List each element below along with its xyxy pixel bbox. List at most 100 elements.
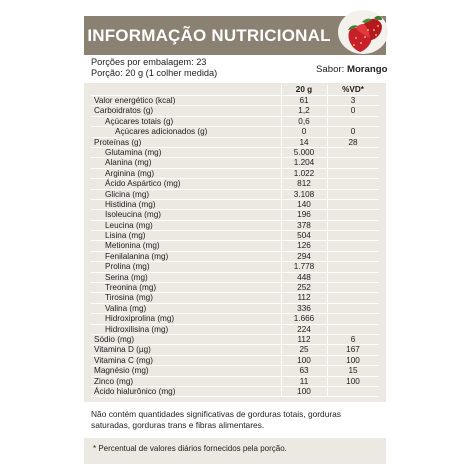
nutrient-amount: 14	[299, 137, 309, 147]
servings-per-package: Porções por embalagem: 23	[91, 57, 207, 67]
table-row: Leucina (mg) 378	[91, 220, 379, 232]
nutrient-amount: 1.778	[293, 262, 315, 272]
table-row: Ácido hialurônico (mg) 100	[91, 386, 379, 398]
nutrient-name: Hidroxiprolina (mg)	[105, 314, 175, 324]
nutrient-name: Proteínas (g)	[94, 137, 142, 147]
nutrient-amount: 3.108	[293, 189, 315, 199]
nutrient-name: Magnésio (mg)	[94, 366, 149, 376]
table-row: Tirosina (mg) 112	[91, 293, 379, 304]
nutrient-amount: 0	[301, 127, 307, 137]
nutrient-name: Carboidratos (g)	[94, 106, 154, 116]
nutrient-name: Metionina (mg)	[105, 241, 160, 251]
nutrition-table: 20 g %VD* Valor energético (kcal) 61 3 Carb…	[91, 85, 379, 398]
table-row: Prolina (mg) 1.778	[91, 262, 379, 273]
table-row: Metionina (mg) 126	[91, 241, 379, 252]
nutrient-name: Treonina (mg)	[105, 283, 157, 293]
table-row: Sódio (mg) 112 6	[91, 334, 379, 346]
nutrient-amount: 1.022	[293, 168, 315, 178]
table-row: Proteínas (g) 14 28	[91, 138, 379, 148]
header-daily-value: %VD*	[342, 85, 364, 94]
table-row: Valor energético (kcal) 61 3	[91, 96, 379, 107]
table-row: Fenilalanina (mg) 294	[91, 251, 379, 263]
nutrient-amount: 5.000	[293, 147, 315, 157]
table-row: Serina (mg) 448	[91, 272, 379, 284]
table-row: Carboidratos (g) 1,2 0	[91, 106, 379, 117]
table-header-row: 20 g %VD*	[91, 85, 379, 96]
table-row: Lisina (mg) 504	[91, 231, 379, 242]
strawberry-icon	[338, 10, 388, 54]
nutrient-name: Valina (mg)	[105, 303, 147, 313]
nutrient-name: Fenilalanina (mg)	[105, 251, 169, 261]
nutrient-daily-value: 100	[346, 355, 360, 365]
nutrient-daily-value: 167	[346, 345, 360, 355]
nutrient-amount: 1,2	[298, 106, 310, 116]
nutrient-amount: 112	[297, 293, 311, 303]
nutrient-amount: 100	[297, 386, 311, 396]
nutrient-amount: 252	[297, 283, 311, 293]
nutrient-daily-value: 15	[348, 366, 358, 376]
nutrient-name: Sódio (mg)	[94, 334, 135, 344]
table-row: Hidroxiprolina (mg) 1.666	[91, 314, 379, 325]
table-row: Vitamina C (mg) 100 100	[91, 355, 379, 367]
nutrient-amount: 140	[297, 199, 311, 209]
nutrient-daily-value: 0	[350, 127, 356, 137]
table-row: Açúcares adicionados (g) 0 0	[91, 127, 379, 138]
footnote-background	[84, 438, 386, 464]
table-row: Ácido Aspártico (mg) 812	[91, 179, 379, 190]
flavor-label: Sabor:	[316, 64, 345, 75]
table-row: Vitamina D (µg) 25 167	[91, 345, 379, 356]
table-row: Isoleucina (mg) 196	[91, 210, 379, 221]
nutrient-name: Isoleucina (mg)	[105, 210, 161, 220]
nutrient-amount: 11	[299, 376, 309, 386]
nutrient-amount: 504	[297, 231, 311, 241]
table-row: Açúcares totais (g) 0,6	[91, 116, 379, 128]
nutrient-name: Glutamina (mg)	[105, 147, 162, 157]
nutrient-amount: 196	[297, 210, 311, 220]
nutrient-name: Tirosina (mg)	[105, 293, 153, 303]
table-row: Magnésio (mg) 63 15	[91, 366, 379, 377]
table-row: Valina (mg) 336	[91, 303, 379, 315]
nutrient-name: Ácido Aspártico (mg)	[105, 179, 181, 189]
nutrient-daily-value: 3	[350, 96, 356, 105]
nutrient-name: Serina (mg)	[105, 272, 148, 282]
nutrient-name: Alanina (mg)	[105, 158, 152, 168]
nutrient-amount: 1.666	[293, 314, 315, 324]
nutrient-name: Leucina (mg)	[105, 220, 153, 230]
nutrient-amount: 100	[297, 355, 311, 365]
table-row: Zinco (mg) 11 100	[91, 377, 379, 387]
nutrient-name: Lisina (mg)	[105, 231, 146, 241]
nutrient-name: Açúcares totais (g)	[105, 116, 174, 126]
table-row: Treonina (mg) 252	[91, 283, 379, 294]
nutrient-name: Açúcares adicionados (g)	[115, 127, 208, 137]
nutrient-amount: 812	[297, 179, 311, 189]
flavor-value: Morango	[346, 64, 388, 75]
nutrient-name: Zinco (mg)	[94, 376, 134, 386]
nutrient-amount: 0,6	[298, 116, 310, 126]
table-row: Histidina (mg) 140	[91, 199, 379, 211]
nutrient-amount: 126	[297, 241, 311, 251]
page-title: INFORMAÇÃO NUTRICIONAL	[87, 25, 331, 45]
nutrient-daily-value: 28	[348, 137, 358, 147]
daily-value-footnote: * Percentual de valores diários fornecid…	[93, 444, 287, 453]
table-row: Glutamina (mg) 5.000	[91, 147, 379, 159]
nutrient-name: Prolina (mg)	[105, 262, 150, 272]
nutrient-daily-value: 6	[350, 334, 356, 344]
nutrient-daily-value: 100	[346, 376, 360, 386]
table-row: Arginina (mg) 1.022	[91, 168, 379, 180]
nutrient-name: Histidina (mg)	[105, 199, 156, 209]
nutrient-name: Vitamina C (mg)	[94, 355, 153, 365]
header-amount: 20 g	[295, 85, 313, 94]
title-banner: INFORMAÇÃO NUTRICIONAL	[84, 16, 386, 55]
table-background	[84, 83, 386, 402]
insignificant-amounts-note: Não contém quantidades significativas de…	[91, 409, 341, 430]
nutrient-amount: 448	[297, 272, 311, 282]
nutrient-amount: 336	[297, 303, 311, 313]
flavor: Sabor: Morango	[316, 64, 387, 75]
nutrient-amount: 1.204	[293, 158, 315, 168]
nutrient-amount: 25	[299, 345, 309, 355]
nutrient-name: Hidroxilisina (mg)	[105, 324, 169, 334]
nutrient-name: Valor energético (kcal)	[94, 96, 176, 105]
nutrient-name: Arginina (mg)	[105, 168, 155, 178]
nutrient-name: Ácido hialurônico (mg)	[94, 386, 176, 396]
